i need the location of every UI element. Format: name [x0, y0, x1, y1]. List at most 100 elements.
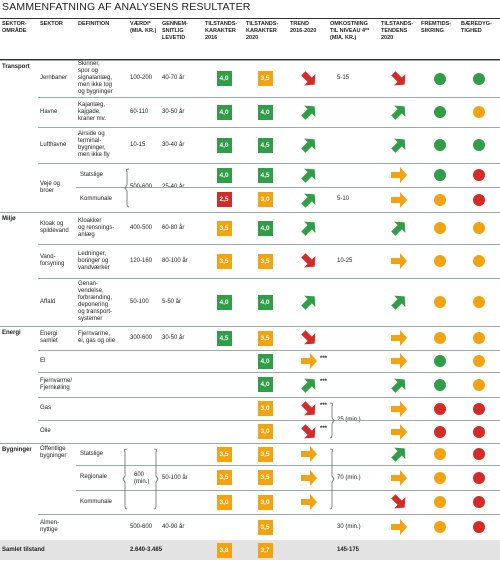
trend-arrow: [301, 193, 316, 208]
grade-box: 4,0: [216, 137, 232, 153]
definition: Kloakker og rensnings- anlæg: [78, 217, 115, 238]
row-rule: [38, 350, 500, 351]
cost: 30 (min.): [337, 523, 361, 530]
row-rule: [0, 326, 500, 327]
trend-arrow: [301, 221, 316, 236]
status-dot: [473, 106, 485, 118]
sector-label: Affald: [40, 298, 56, 305]
trend-arrow: [391, 469, 407, 486]
sector-label: Havne: [40, 108, 58, 115]
trend-arrow: [391, 378, 406, 393]
note: ***: [320, 426, 328, 432]
header-rule: [0, 59, 500, 60]
sector-label: Vand- forsyning: [40, 254, 65, 267]
trend-arrow: [391, 400, 407, 417]
status-dot: [473, 471, 485, 484]
status-dot: [434, 332, 446, 344]
header-label: TILSTANDS- KARAKTER 2016: [205, 21, 238, 41]
row-rule: [38, 244, 500, 245]
value: 50-100: [130, 298, 149, 305]
brace: [153, 448, 159, 510]
grade-box: 3,5: [257, 470, 273, 485]
sector-label: Offentlige bygninger: [40, 446, 67, 459]
subsector-label: Kommunale: [80, 498, 113, 505]
header-label: SEKTOR- OMRÅDE: [2, 21, 27, 34]
grade-box: 4,5: [216, 330, 232, 346]
grade-box: 4,0: [216, 294, 232, 310]
status-dot: [473, 139, 485, 151]
status-dot: [434, 496, 446, 508]
row-rule: [0, 60, 500, 61]
status-dot: [473, 193, 485, 206]
definition: Genan- vendelse, forbrænding, deponering…: [78, 281, 113, 322]
status-dot: [434, 471, 446, 484]
grade-box: 3,5: [257, 519, 273, 535]
row-rule: [0, 443, 500, 444]
value: 10-15: [130, 141, 146, 148]
title: SAMMENFATNING AF ANALYSENS RESULTATER: [2, 1, 251, 13]
grade-box: 3,7: [257, 542, 273, 558]
brace: [329, 448, 335, 510]
status-dot: [473, 169, 485, 181]
status-dot: [434, 378, 446, 391]
trend-arrow: [391, 353, 407, 369]
grade-box: 3,5: [257, 330, 273, 346]
note: ***: [320, 379, 328, 385]
area-label: Transport: [2, 64, 30, 70]
definition: Fjernvarme, el, gas og olie: [78, 331, 116, 344]
lifetime: 30-50 år: [162, 108, 185, 115]
row-rule: [0, 212, 500, 213]
brace: [124, 168, 130, 208]
status-dot: [473, 72, 485, 85]
sector-label: Almen- nyttige: [40, 520, 60, 533]
grade-box: 3,5: [216, 220, 232, 236]
definition: Kajanlæg, kajgade, kraner mv.: [78, 101, 106, 122]
trend-arrow: [301, 446, 317, 462]
trend-arrow: [301, 400, 316, 415]
grade-box: 4,0: [216, 104, 232, 120]
area-label: Miljø: [2, 216, 16, 222]
grade-box: 3,5: [257, 446, 273, 462]
grade-box: 3,0: [257, 424, 273, 439]
lifetime: 60-80 år: [162, 224, 185, 231]
trend-arrow: [391, 70, 406, 85]
status-dot: [434, 448, 446, 460]
trend-arrow: [391, 138, 406, 153]
grade-box: 3,0: [216, 494, 232, 510]
subsector-label: Kommunale: [80, 196, 113, 202]
grade-box: 3,5: [216, 253, 232, 269]
trend-arrow: [301, 105, 316, 120]
trend-arrow: [391, 221, 406, 236]
status-dot: [434, 425, 446, 438]
sector-label: Energi samlet: [40, 331, 58, 344]
trend-arrow: [391, 253, 407, 269]
trend-arrow: [391, 167, 407, 183]
sector-label: Olie: [40, 428, 51, 434]
header-rule: [0, 18, 500, 19]
trend-arrow: [391, 423, 407, 440]
status-dot: [434, 296, 446, 308]
definition: Airside og terminal- bygninger, men ikke…: [78, 131, 110, 158]
lifetime: 30-40 år: [162, 141, 185, 148]
lifetime: 40-70 år: [162, 75, 185, 81]
lifetime: 5-50 år: [162, 298, 182, 305]
grade-box: 3,0: [257, 192, 273, 207]
sector-label: Gas: [40, 405, 52, 411]
area-label: Energi: [2, 330, 21, 336]
grade-box: 3,5: [257, 71, 273, 86]
total-value: 2.640-3.485: [130, 546, 163, 553]
row-rule: [38, 278, 500, 279]
lifetime: 50-100 år: [162, 475, 188, 481]
status-dot: [473, 448, 485, 460]
trend-arrow: [301, 494, 317, 510]
header-label: FREMTIDS- SIKRING: [421, 21, 451, 34]
trend-arrow: [391, 295, 406, 310]
cost: 70 (min.): [337, 475, 361, 481]
cost: 5-15: [337, 75, 350, 81]
lifetime: 40-90 år: [162, 523, 185, 530]
brace: [122, 448, 128, 510]
status-dot: [473, 496, 485, 508]
grade-box: 3,5: [216, 470, 232, 485]
subsector-label: Statslige: [80, 171, 104, 178]
